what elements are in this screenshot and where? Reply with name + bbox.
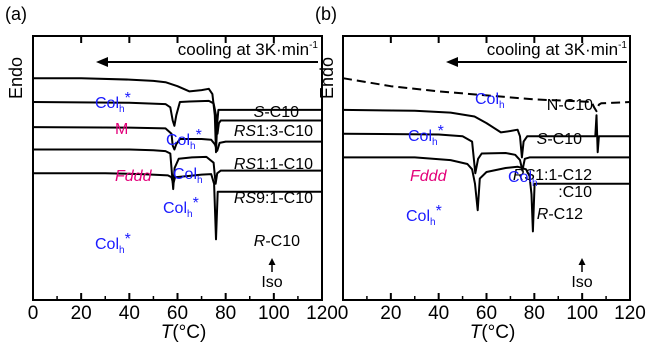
x-tick-label: 80	[524, 303, 545, 324]
y-axis-label: Endo	[6, 57, 26, 99]
phase-label-main: Col	[163, 200, 187, 217]
series-label-line2: :C10	[558, 184, 592, 201]
x-tick-label: 120	[614, 303, 646, 324]
phase-label: Fddd	[410, 168, 448, 185]
x-axis-label: T(°C)	[161, 322, 207, 342]
cooling-arrow-text: cooling at 3K·min	[178, 40, 309, 59]
x-tick-label: 60	[167, 303, 188, 324]
phase-label-main: Col	[166, 132, 190, 149]
series-label-suffix: -C12	[548, 206, 583, 223]
series-label: RS1:3-C10	[234, 123, 313, 140]
x-axis-label-unit: (°C)	[172, 322, 206, 342]
series-label: R-C12	[537, 206, 583, 223]
x-tick-label: 80	[215, 303, 236, 324]
series-label: N-C10	[547, 97, 593, 114]
x-tick-label: 120	[306, 303, 338, 324]
x-tick-label: 60	[476, 303, 497, 324]
phase-label-star: *	[436, 203, 442, 220]
phase-label-main: Col	[95, 236, 119, 253]
panel-label: (b)	[315, 4, 337, 24]
cooling-arrow-label: cooling at 3K·min-1	[178, 40, 319, 59]
phase-label-star: *	[125, 90, 131, 107]
phase-label-main: Col	[173, 166, 197, 183]
phase-label: Fddd	[115, 168, 153, 185]
iso-arrow-head	[269, 258, 276, 265]
series-label-suffix: -C10	[547, 131, 582, 148]
iso-label: Iso	[571, 274, 592, 291]
series-label: R-C10	[254, 233, 300, 250]
x-axis-label: T(°C)	[470, 322, 516, 342]
x-tick-label: 40	[428, 303, 449, 324]
x-tick-label: 0	[338, 303, 349, 324]
cooling-arrow-superscript: -1	[618, 40, 627, 51]
x-tick-label: 40	[119, 303, 140, 324]
panel-a: 0 20 40 60 80 100 120 T(°C) Endo (a) cooling at 3K…	[5, 4, 338, 342]
cooling-arrow-head	[96, 57, 108, 67]
series-label-prefix: S	[254, 104, 265, 121]
phase-label-main: Col	[95, 95, 119, 112]
phase-label-star: *	[196, 127, 202, 144]
phase-label-subscript: h	[197, 175, 203, 186]
series-label: S-C10	[254, 104, 299, 121]
phase-label-subscript: h	[499, 100, 505, 111]
cooling-arrow-label: cooling at 3K·min-1	[487, 40, 628, 59]
iso-arrow-head	[579, 258, 586, 265]
phase-label: M	[115, 121, 128, 138]
series-label-suffix: 1:3-C10	[256, 123, 313, 140]
series-label-suffix: 1:1-C12	[535, 167, 592, 184]
phase-label: Colh*	[163, 195, 199, 220]
phase-label-subscript: h	[532, 178, 538, 189]
series-label-suffix: -C10	[264, 104, 299, 121]
phase-label-star: *	[193, 195, 199, 212]
phase-label-main: Col	[508, 169, 532, 186]
phase-label: Colh*	[95, 231, 131, 256]
phase-label: Colh	[173, 166, 203, 186]
cooling-arrow-text: cooling at 3K·min	[487, 40, 618, 59]
phase-label: Colh*	[95, 90, 131, 115]
phase-label-main: Col	[408, 128, 432, 145]
iso-label: Iso	[261, 274, 282, 291]
series-label: S-C10	[537, 131, 582, 148]
x-tick-label: 0	[28, 303, 39, 324]
phase-label-main: Fddd	[115, 168, 153, 185]
panel-label: (a)	[5, 4, 27, 24]
phase-label-main: Col	[406, 208, 430, 225]
series-label-suffix: N-C10	[547, 97, 593, 114]
series-label-prefix: RS	[234, 123, 257, 140]
phase-label-star: *	[438, 123, 444, 140]
cooling-arrow-head	[446, 57, 458, 67]
series-label-prefix: R	[254, 233, 266, 250]
series-label-suffix: -C10	[265, 233, 300, 250]
x-axis-label-unit: (°C)	[481, 322, 515, 342]
phase-label: Colh	[475, 91, 505, 111]
series-label-prefix: R	[537, 206, 549, 223]
phase-label-star: *	[125, 231, 131, 248]
phase-label-main: Col	[475, 91, 499, 108]
x-tick-label: 20	[380, 303, 401, 324]
panel-b: 0 20 40 60 80 100 120 T(°C) Endo (b) cooling at 3K…	[315, 4, 646, 342]
x-tick-label: 100	[566, 303, 598, 324]
phase-label: Colh*	[408, 123, 444, 148]
phase-label: Colh*	[406, 203, 442, 228]
phase-label-main: M	[115, 121, 128, 138]
x-tick-label: 20	[71, 303, 92, 324]
y-axis-label: Endo	[317, 57, 337, 99]
series-label-prefix: S	[537, 131, 548, 148]
x-tick-label: 100	[258, 303, 290, 324]
phase-label: Colh*	[166, 127, 202, 152]
cooling-arrow-superscript: -1	[309, 40, 318, 51]
phase-label-main: Fddd	[410, 168, 448, 185]
